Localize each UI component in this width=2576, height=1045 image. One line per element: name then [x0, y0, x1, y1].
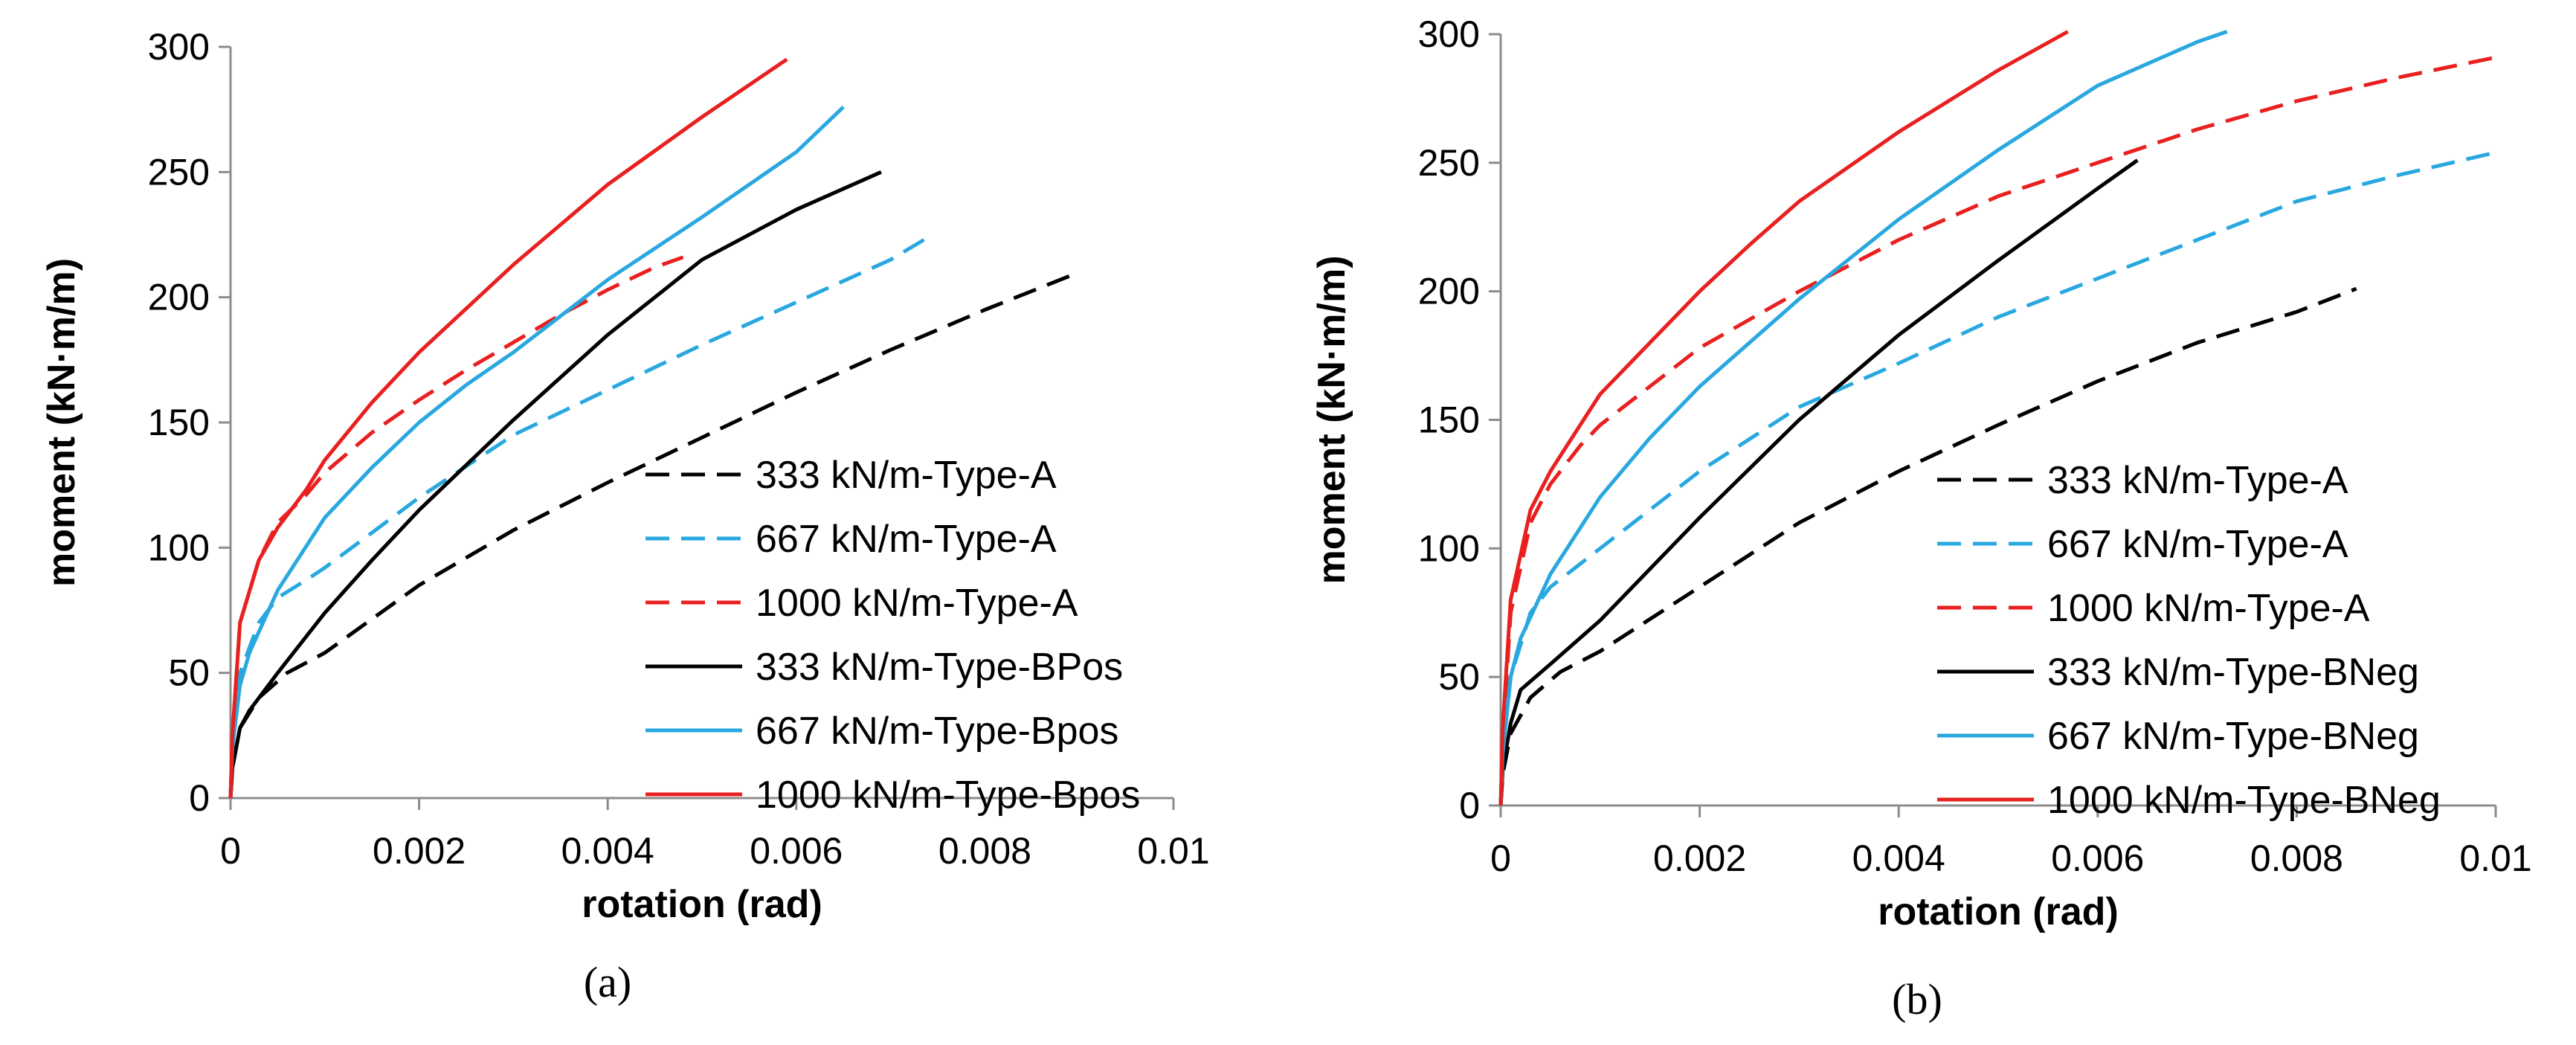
series-line-0: [1498, 286, 2357, 806]
panel-caption: (b): [1892, 975, 1942, 1023]
y-tick-label: 300: [1418, 13, 1480, 55]
legend-label: 333 kN/m-Type-BNeg: [2047, 651, 2419, 694]
x-tick-label: 0: [220, 830, 241, 872]
y-tick-label: 300: [148, 26, 210, 68]
x-tick-label: 0.01: [2459, 837, 2531, 879]
x-tick-label: 0.004: [1852, 837, 1945, 879]
y-tick-label: 250: [1418, 142, 1480, 184]
y-axis-title: moment (kN·m/m): [40, 258, 83, 587]
y-tick-label: 150: [1418, 399, 1480, 441]
x-tick-label: 0.002: [1653, 837, 1746, 879]
legend-label: 667 kN/m-Type-A: [2047, 523, 2348, 566]
y-tick-label: 200: [1418, 271, 1480, 312]
legend-label: 1000 kN/m-Type-A: [2047, 587, 2370, 630]
x-tick-label: 0: [1490, 837, 1511, 879]
legend-label: 1000 kN/m-Type-Bpos: [756, 774, 1140, 817]
legend-label: 333 kN/m-Type-A: [2047, 459, 2348, 502]
x-tick-label: 0.002: [373, 830, 466, 872]
series-line-4: [228, 105, 845, 799]
y-tick-label: 0: [1459, 785, 1480, 826]
y-tick-label: 0: [189, 777, 210, 819]
y-axis-title: moment (kN·m/m): [1310, 255, 1353, 584]
y-tick-label: 150: [148, 402, 210, 443]
x-tick-label: 0.006: [750, 830, 843, 872]
x-tick-label: 0.006: [2051, 837, 2144, 879]
y-tick-label: 250: [148, 151, 210, 193]
y-tick-label: 50: [1438, 656, 1480, 698]
legend-label: 333 kN/m-Type-BPos: [756, 646, 1123, 689]
series-line-2: [1498, 55, 2496, 806]
legend-label: 667 kN/m-Type-BNeg: [2047, 715, 2419, 758]
x-axis-title: rotation (rad): [1878, 890, 2119, 933]
panel-caption: (a): [584, 958, 631, 1006]
y-tick-label: 200: [148, 277, 210, 318]
x-tick-label: 0.008: [2250, 837, 2343, 879]
x-tick-label: 0.01: [1137, 830, 1209, 872]
legend-label: 1000 kN/m-Type-A: [756, 582, 1078, 625]
y-tick-label: 50: [168, 652, 210, 694]
x-axis-title: rotation (rad): [582, 883, 822, 926]
series-line-3: [228, 170, 882, 799]
chart-panel-b: 0 50 100 150 200 250 300 0 0.002 0.004 0.006 0.008 0…: [1310, 13, 2532, 1023]
series-line-5: [1498, 30, 2069, 806]
legend-label: 667 kN/m-Type-A: [756, 518, 1057, 561]
series-line-1: [228, 235, 930, 799]
series-line-5: [228, 57, 788, 799]
y-tick-label: 100: [148, 527, 210, 568]
chart-panel-a: 0 50 100 150 200 250 300 0 0.002 0.004 0.006 0.008 0…: [40, 26, 1210, 1006]
series-line-3: [1498, 158, 2139, 806]
x-tick-label: 0.004: [561, 830, 654, 872]
y-tick-label: 100: [1418, 527, 1480, 569]
series-line-2: [228, 255, 684, 799]
x-tick-label: 0.008: [938, 830, 1031, 872]
legend-label: 667 kN/m-Type-Bpos: [756, 710, 1118, 753]
legend-label: 333 kN/m-Type-A: [756, 454, 1057, 497]
series-line-4: [1498, 30, 2228, 806]
legend-label: 1000 kN/m-Type-BNeg: [2047, 779, 2441, 822]
